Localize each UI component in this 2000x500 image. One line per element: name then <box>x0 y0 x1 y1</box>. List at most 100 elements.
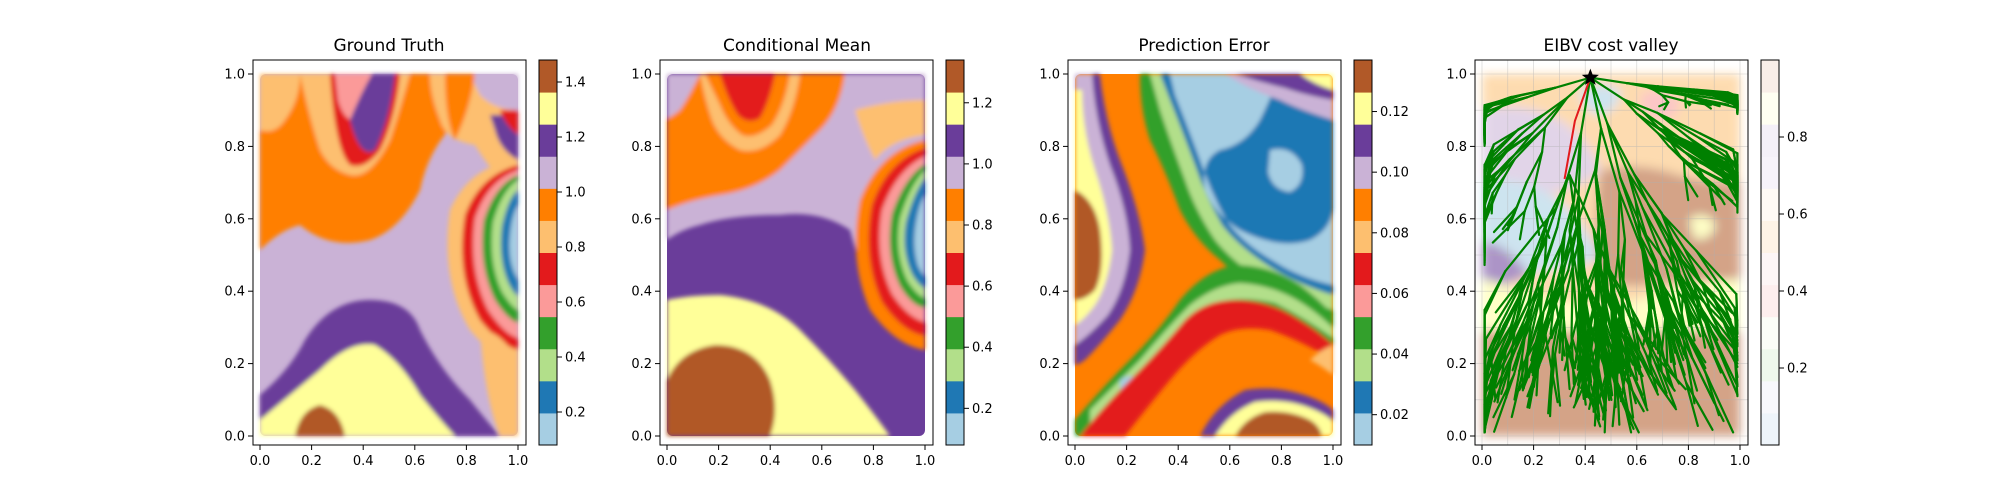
y-tick-label: 1.0 <box>1446 68 1467 83</box>
tree-branch <box>1577 299 1583 342</box>
colorbar-segment <box>946 220 964 253</box>
tree-branch <box>1527 312 1544 379</box>
x-tick-label: 1.0 <box>915 454 936 469</box>
tree-branch <box>1608 338 1619 386</box>
tree-branch <box>1553 353 1562 407</box>
x-tick-label: 0.0 <box>657 454 678 469</box>
tree-branch <box>1494 158 1511 176</box>
tree-branch <box>1659 296 1675 327</box>
tree-branch <box>1624 329 1630 374</box>
tree-branch <box>1594 127 1603 176</box>
tree-branch <box>1641 229 1673 270</box>
tree-branch <box>1588 367 1599 410</box>
tree-branch <box>1520 355 1524 392</box>
tree-branch <box>1610 310 1623 349</box>
colorbar-tick-label: 1.0 <box>972 157 993 172</box>
x-tick-label: 0.6 <box>1626 454 1647 469</box>
tree-branch <box>1563 299 1583 372</box>
tree-branch <box>1664 318 1677 366</box>
tree-branch <box>1688 94 1708 102</box>
tree-branch <box>1521 341 1543 391</box>
colorbar-tick-label: 0.2 <box>565 406 586 421</box>
y-tick-label: 1.0 <box>1039 68 1060 83</box>
colorbar-segment <box>539 92 557 125</box>
tree-branch <box>1606 122 1622 179</box>
colorbar-segment <box>946 252 964 286</box>
y-tick-label: 0.8 <box>1039 140 1060 155</box>
colorbar-segment <box>946 60 964 93</box>
colorbar-tick-label: 1.2 <box>565 131 586 146</box>
tree-branch <box>1661 355 1675 390</box>
tree-branch <box>1606 122 1629 174</box>
colorbar-segment <box>946 380 964 414</box>
tree-branch <box>1650 295 1660 331</box>
colorbar-tick-label: 0.08 <box>1380 226 1409 241</box>
tree-branch <box>1647 203 1679 263</box>
tree-branch <box>1508 126 1547 161</box>
x-tick-label: 0.2 <box>708 454 729 469</box>
colorbar-segment <box>539 316 557 350</box>
colorbar-segment <box>539 252 557 286</box>
y-axis: 0.0 0.2 0.4 0.6 0.8 1.0 <box>224 68 253 445</box>
tree-branch <box>1680 288 1685 320</box>
tree-branch <box>1663 101 1670 111</box>
panel-prediction-error: Prediction Error <box>1039 36 1409 469</box>
tree-branch <box>1678 136 1739 167</box>
tree-branch <box>1619 176 1637 224</box>
tree-branch <box>1495 174 1507 195</box>
colorbar-segment <box>539 380 557 414</box>
tree-branch <box>1484 269 1530 341</box>
tree-branch <box>1622 98 1659 115</box>
tree-branch <box>1531 96 1569 135</box>
x-tick-label: 0.6 <box>404 454 425 469</box>
x-axis: 0.0 0.2 0.4 0.6 0.8 1.0 <box>250 445 528 469</box>
tree-branch <box>1635 112 1661 131</box>
colorbar: 0.02 0.04 0.06 0.08 0.10 0.12 <box>1353 59 1409 446</box>
x-tick-label: 0.0 <box>1472 454 1493 469</box>
tree-branch <box>1661 294 1685 334</box>
tree-branch <box>1697 136 1728 154</box>
tree-branch <box>1618 367 1632 426</box>
colorbar-tick-label: 0.4 <box>565 351 586 366</box>
tree-branch <box>1645 85 1655 91</box>
colorbar-segment <box>1761 92 1779 125</box>
tree-branch <box>1483 375 1497 409</box>
tree-branch <box>1562 316 1571 391</box>
tree-branch <box>1670 267 1712 332</box>
tree-branch <box>1661 213 1686 250</box>
y-axis: 0.0 0.2 0.4 0.6 0.8 1.0 <box>631 68 660 445</box>
x-tick-label: 0.2 <box>1523 454 1544 469</box>
tree-branch <box>1626 170 1644 210</box>
y-tick-label: 0.8 <box>1446 140 1467 155</box>
tree-branch <box>1659 123 1673 138</box>
tree-branch <box>1503 266 1536 326</box>
tree-branch <box>1681 288 1696 342</box>
colorbar-segment <box>539 412 557 446</box>
tree-branch <box>1634 221 1652 271</box>
tree-branch <box>1483 173 1497 190</box>
y-tick-label: 0.2 <box>1039 357 1060 372</box>
y-tick-label: 1.0 <box>224 68 245 83</box>
tree-branch <box>1711 182 1739 209</box>
x-tick-label: 1.0 <box>1730 454 1751 469</box>
tree-branch <box>1685 100 1708 106</box>
tree-branch <box>1638 234 1657 266</box>
panel-conditional-mean: Conditional Mean <box>631 36 992 469</box>
y-tick-label: 0.0 <box>631 430 652 445</box>
field-prediction-error <box>1075 74 1333 436</box>
tree-branch <box>1552 229 1567 278</box>
tree-branch <box>1626 170 1660 222</box>
y-axis: 0.0 0.2 0.4 0.6 0.8 1.0 <box>1039 68 1068 445</box>
tree-branch <box>1665 267 1680 316</box>
tree-branch <box>1693 286 1707 349</box>
y-tick-label: 0.6 <box>631 212 652 227</box>
tree-branch <box>1554 76 1592 89</box>
tree-branch <box>1584 292 1598 356</box>
tree-branch <box>1627 314 1648 357</box>
colorbar-segment <box>1761 188 1779 221</box>
tree-branch <box>1515 180 1528 209</box>
y-tick-label: 0.6 <box>224 212 245 227</box>
colorbar-segment <box>1761 220 1779 253</box>
colorbar-frame <box>538 59 558 446</box>
tree-branch <box>1548 346 1555 418</box>
